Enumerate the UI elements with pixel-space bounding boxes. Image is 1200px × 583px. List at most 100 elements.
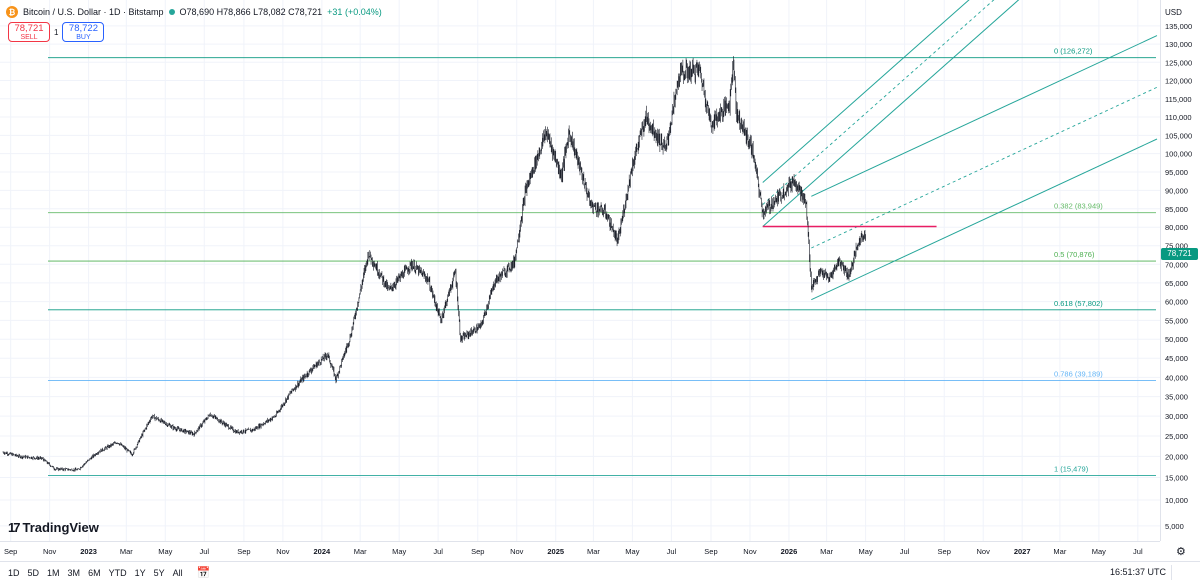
price-change: +31 (+0.04%) [327, 7, 382, 17]
time-tick-label: Mar [354, 547, 367, 556]
price-tick-label: 135,000 [1165, 22, 1192, 31]
toolbar-divider [1171, 565, 1172, 580]
time-tick-label: Nov [510, 547, 524, 556]
timeframe-1y[interactable]: 1Y [134, 567, 146, 578]
fib-level-label: 0.382 (83,949) [1054, 202, 1103, 211]
tradingview-logo-text: TradingView [22, 520, 99, 535]
fib-level-label: 0 (126,272) [1054, 47, 1093, 56]
buy-label: BUY [76, 34, 91, 41]
price-tick-label: 65,000 [1165, 279, 1188, 288]
time-tick-label: Nov [43, 547, 57, 556]
price-tick-label: 10,000 [1165, 496, 1188, 505]
utc-clock[interactable]: 16:51:37 UTC [1109, 567, 1166, 577]
time-tick-label: Sep [704, 547, 717, 556]
timeframe-3m[interactable]: 3M [67, 567, 81, 578]
time-tick-label: Jul [900, 547, 910, 556]
chart-pane[interactable]: 0 (126,272) 0.382 (83,949) 0.5 (70,876) 0.6… [0, 0, 1160, 541]
symbol-title[interactable]: Bitcoin / U.S. Dollar · 1D · Bitstamp [23, 7, 164, 17]
bottom-toolbar: 1D 5D 1M 3M 6M YTD 1Y 5Y All 📅 16:51:37 UTC [0, 561, 1200, 583]
price-tick-label: 35,000 [1165, 393, 1188, 402]
channel-mid-line [811, 86, 1158, 249]
ohlc-values: O78,690 H78,866 L78,082 C78,721 [179, 7, 323, 17]
time-tick-label: Nov [977, 547, 991, 556]
channel-lower-line [811, 138, 1158, 301]
time-axis[interactable]: Sep Nov 2023 Mar May Jul Sep Nov 2024 Mar May Jul Se… [0, 541, 1160, 561]
price-tick-label: 40,000 [1165, 373, 1188, 382]
time-tick-label: May [859, 547, 873, 556]
timeframe-all[interactable]: All [172, 567, 183, 578]
time-tick-label: May [392, 547, 406, 556]
timeframe-5y[interactable]: 5Y [153, 567, 165, 578]
channel-upper-line [762, 0, 970, 183]
price-tick-label: 70,000 [1165, 260, 1188, 269]
time-tick-label: 2023 [80, 547, 97, 556]
calendar-range-icon[interactable]: 📅 [196, 567, 211, 579]
fib-level-label: 0.786 (39,189) [1054, 369, 1103, 378]
price-axis[interactable]: 5,000 10,000 15,000 20,000 25,000 30,000 35,00… [1160, 0, 1200, 541]
timeframe-1m[interactable]: 1M [47, 567, 60, 578]
spread-value: 1 [54, 27, 59, 37]
price-tick-label: 75,000 [1165, 242, 1188, 251]
price-tick-label: 100,000 [1165, 150, 1192, 159]
time-tick-label: 2025 [547, 547, 564, 556]
sell-price: 78,721 [14, 23, 44, 34]
timeframe-ytd[interactable]: YTD [108, 567, 127, 578]
price-tick-label: 50,000 [1165, 335, 1188, 344]
time-tick-label: Mar [1053, 547, 1066, 556]
tradingview-logo[interactable]: 17 TradingView [8, 520, 99, 535]
time-tick-label: May [158, 547, 172, 556]
price-tick-label: 60,000 [1165, 298, 1188, 307]
time-tick-label: Mar [820, 547, 833, 556]
time-tick-label: 2024 [314, 547, 332, 556]
timeframe-6m[interactable]: 6M [88, 567, 101, 578]
time-tick-label: Sep [938, 547, 951, 556]
time-tick-label: Sep [4, 547, 17, 556]
channel-upper-line [811, 35, 1158, 197]
time-tick-label: Nov [743, 547, 757, 556]
price-chart[interactable]: 0 (126,272) 0.382 (83,949) 0.5 (70,876) 0.6… [0, 0, 1160, 541]
time-tick-label: May [625, 547, 639, 556]
price-tick-label: 25,000 [1165, 432, 1188, 441]
currency-label[interactable]: USD [1165, 8, 1182, 17]
sell-button[interactable]: 78,721 SELL [8, 22, 50, 42]
time-tick-label: Sep [237, 547, 250, 556]
sell-label: SELL [20, 34, 38, 41]
market-status-dot [168, 9, 175, 15]
price-tick-label: 5,000 [1165, 522, 1184, 531]
time-tick-label: 2026 [781, 547, 798, 556]
price-tick-label: 20,000 [1165, 452, 1188, 461]
time-tick-label: Nov [276, 547, 290, 556]
trade-buttons: 78,721 SELL 1 78,722 BUY [8, 22, 105, 42]
bitcoin-icon: ₿ [6, 6, 18, 18]
time-axis-scale: Sep Nov 2023 Mar May Jul Sep Nov 2024 Mar May Jul Se… [4, 547, 1143, 556]
time-tick-label: May [1092, 547, 1106, 556]
fib-level-label: 0.618 (57,802) [1054, 299, 1103, 308]
timeframe-5d[interactable]: 5D [27, 567, 40, 578]
price-tick-label: 95,000 [1165, 168, 1188, 177]
price-tick-label: 90,000 [1165, 186, 1188, 195]
time-tick-label: Mar [587, 547, 600, 556]
current-price-tag: 78,721 [1161, 248, 1198, 260]
buy-button[interactable]: 78,722 BUY [62, 22, 105, 42]
price-tick-label: 120,000 [1165, 77, 1192, 86]
timeframe-1d[interactable]: 1D [8, 567, 20, 578]
price-tick-label: 80,000 [1165, 223, 1188, 232]
time-tick-label: Sep [471, 547, 484, 556]
price-tick-label: 85,000 [1165, 205, 1188, 214]
time-tick-label: Jul [433, 547, 443, 556]
price-axis-scale: 5,000 10,000 15,000 20,000 25,000 30,000 35,00… [1165, 22, 1192, 531]
time-tick-label: Jul [199, 547, 209, 556]
fib-level-label: 1 (15,479) [1054, 464, 1089, 473]
buy-price: 78,722 [68, 23, 98, 34]
symbol-legend: ₿ Bitcoin / U.S. Dollar · 1D · Bitstamp … [6, 6, 382, 18]
price-tick-label: 15,000 [1165, 474, 1188, 483]
candles-group [2, 56, 866, 472]
time-tick-label: Jul [667, 547, 677, 556]
price-tick-label: 45,000 [1165, 354, 1188, 363]
price-tick-label: 30,000 [1165, 412, 1188, 421]
price-tick-label: 55,000 [1165, 316, 1188, 325]
channel-lower-line [762, 0, 1020, 227]
settings-gear-icon[interactable]: ⚙ [1176, 546, 1186, 558]
price-tick-label: 115,000 [1165, 95, 1192, 104]
price-tick-label: 130,000 [1165, 40, 1192, 49]
